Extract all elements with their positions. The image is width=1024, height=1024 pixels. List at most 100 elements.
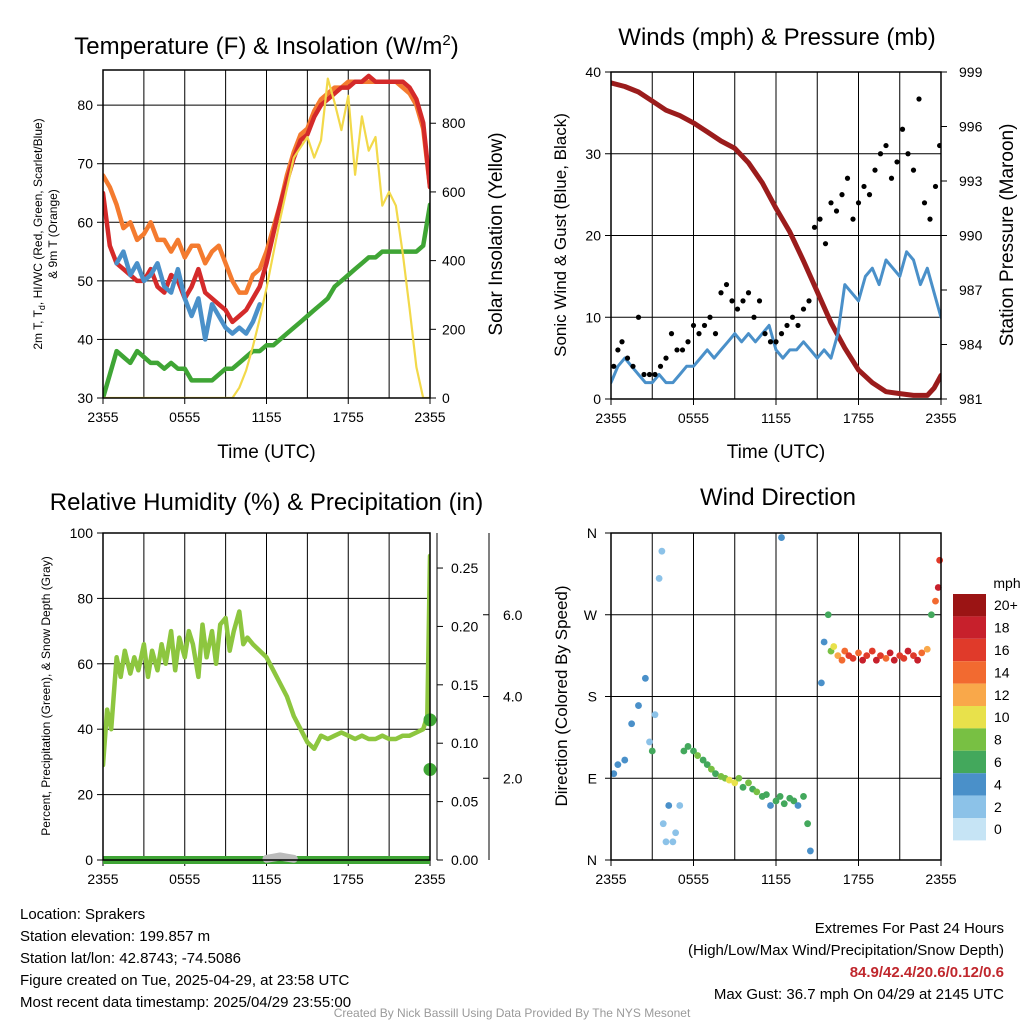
gust-point xyxy=(844,175,851,181)
y-axis-label-left: Percent, Precipitation (Green), & Snow D… xyxy=(39,556,53,835)
direction-point xyxy=(703,761,711,769)
direction-point xyxy=(672,829,680,837)
gust-point xyxy=(888,175,895,181)
x-tick-label: 2355 xyxy=(87,871,118,887)
y-right-tick-label: 400 xyxy=(442,253,466,269)
direction-point xyxy=(739,783,747,791)
x-tick-label: 1755 xyxy=(333,871,364,887)
gust-point xyxy=(751,314,757,320)
direction-point xyxy=(932,597,939,605)
y-right-tick-label: 800 xyxy=(442,115,466,131)
direction-point xyxy=(646,738,653,746)
colorbar-swatch xyxy=(953,728,986,751)
colorbar-label: 20+ xyxy=(994,597,1018,613)
y-left-tick-label: 80 xyxy=(77,97,93,113)
direction-point xyxy=(699,756,707,764)
direction-point xyxy=(753,788,761,796)
y-axis-label-left-part: 2m T, T xyxy=(31,309,45,349)
direction-point xyxy=(817,679,825,687)
colorbar-swatch xyxy=(953,683,986,706)
y-left-tick-label: 80 xyxy=(77,590,93,606)
y-right-tick-label: 996 xyxy=(959,119,983,135)
gust-point xyxy=(745,290,752,296)
y-right-tick-label: 981 xyxy=(959,391,983,407)
gust-point xyxy=(866,192,873,198)
colorbar-label: 4 xyxy=(994,776,1002,792)
y-left-tick-label: 40 xyxy=(77,331,93,347)
direction-panel: 2355 0555 1155 1755 2355 N E S W N Wind Direction D… xyxy=(552,484,1021,887)
direction-point xyxy=(855,649,862,657)
direction-point xyxy=(694,752,702,759)
gust-point xyxy=(652,371,658,378)
y-tick-label: W xyxy=(584,607,598,623)
x-tick-label: 1755 xyxy=(843,410,874,426)
direction-point xyxy=(800,793,807,800)
direction-point xyxy=(707,765,715,773)
gust-point xyxy=(734,306,741,312)
direction-point xyxy=(641,674,649,682)
colorbar-swatch xyxy=(953,773,986,796)
y-axis-label-right: Station Pressure (Maroon) xyxy=(997,124,1018,347)
y-mid-tick-label: 0.20 xyxy=(451,618,478,634)
gust-point xyxy=(921,200,928,206)
direction-point xyxy=(900,654,908,662)
y-axis-label-left-part: , HI/WC (Red, Green, Scarlet/Blue) xyxy=(31,118,45,305)
gust-point xyxy=(663,355,669,361)
colorbar-swatch xyxy=(953,661,986,684)
gust-point xyxy=(762,331,768,337)
direction-point xyxy=(859,656,867,664)
direction-point xyxy=(780,800,788,808)
direction-point xyxy=(651,711,659,719)
gust-point xyxy=(899,126,906,132)
gust-point xyxy=(905,151,911,157)
gust-point xyxy=(718,290,724,296)
gust-point xyxy=(740,298,746,304)
y-tick-label: N xyxy=(587,525,597,541)
direction-point xyxy=(936,556,944,564)
y-right-tick-label: 987 xyxy=(959,282,983,298)
chart-title-end: ) xyxy=(451,33,459,60)
y-right-tick-label: 999 xyxy=(959,64,983,80)
colorbar-label: 8 xyxy=(994,732,1002,748)
y-right-tick-label: 200 xyxy=(442,321,466,337)
gust-point xyxy=(729,298,735,304)
gust-point xyxy=(701,322,708,329)
colorbar-swatch xyxy=(953,616,986,639)
plot-frame xyxy=(610,71,942,400)
y-left-tick-label: 60 xyxy=(77,214,93,230)
x-tick-label: 0555 xyxy=(169,409,200,425)
direction-point xyxy=(918,649,926,657)
colorbar-label: 10 xyxy=(994,709,1010,725)
gust-point xyxy=(806,298,812,304)
direction-point xyxy=(725,776,733,784)
gust-point xyxy=(932,183,939,190)
colorbar-label: 2 xyxy=(994,799,1002,815)
direction-point xyxy=(934,584,942,591)
direction-point xyxy=(806,847,814,855)
direction-point xyxy=(863,652,871,660)
colorbar-swatch xyxy=(953,795,986,818)
x-tick-label: 0555 xyxy=(678,410,709,426)
gust-point xyxy=(839,192,845,198)
colorbar-swatch xyxy=(953,750,986,774)
gust-point xyxy=(674,347,680,353)
direction-point xyxy=(849,654,857,662)
station-info: Location: Sprakers Station elevation: 19… xyxy=(20,904,351,1014)
direction-point xyxy=(824,611,832,619)
y-left-tick-label: 0 xyxy=(85,852,93,868)
gust-point xyxy=(611,363,617,369)
gust-point xyxy=(619,339,625,345)
y-left-tick-label: 40 xyxy=(77,721,93,737)
colorbar-label: 6 xyxy=(994,754,1002,770)
direction-point xyxy=(712,770,719,778)
elevation-text: Station elevation: 199.857 m xyxy=(20,928,211,945)
y-right-tick-label: 984 xyxy=(959,337,983,353)
direction-point xyxy=(778,534,785,541)
y-right-tick-label: 6.0 xyxy=(503,607,523,623)
direction-point xyxy=(841,647,849,655)
colorbar-label: 0 xyxy=(994,821,1002,837)
extremes-subtitle: (High/Low/Max Wind/Precipitation/Snow De… xyxy=(688,942,1004,959)
direction-point xyxy=(762,791,770,798)
credit-text: Created By Nick Bassill Using Data Provi… xyxy=(333,1006,691,1020)
colorbar-label: 16 xyxy=(994,642,1010,658)
